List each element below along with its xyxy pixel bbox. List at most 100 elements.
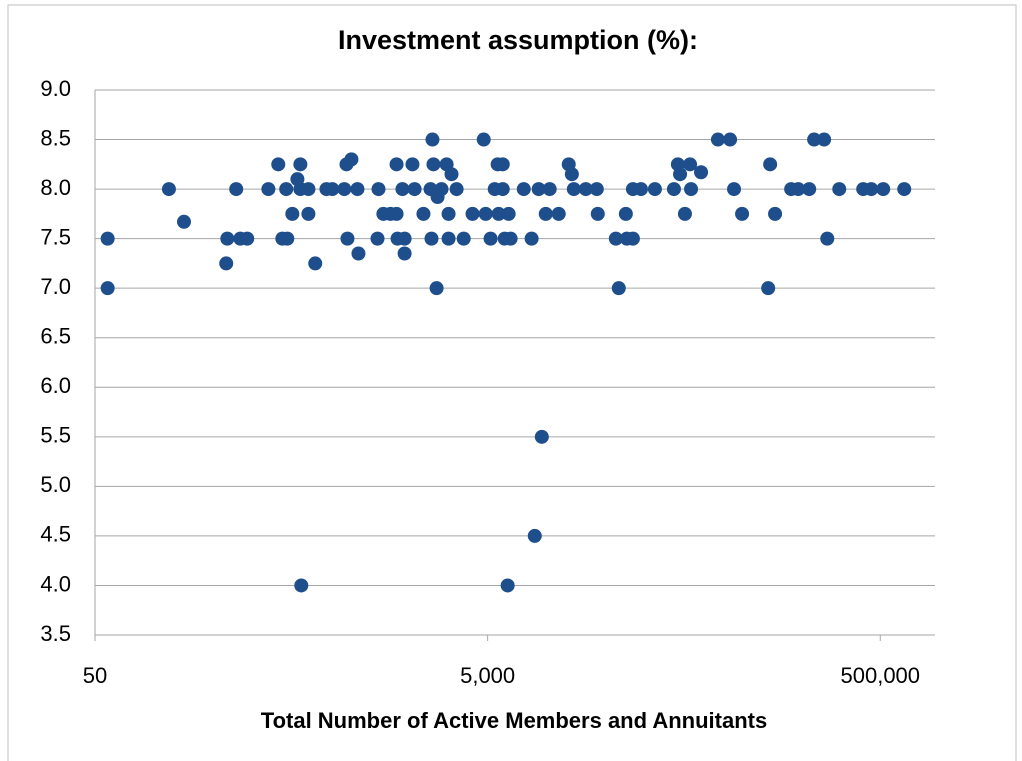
y-tick-label: 8.0: [40, 175, 71, 200]
data-point: [763, 157, 778, 172]
data-point: [301, 182, 316, 197]
data-point: [673, 167, 688, 182]
data-point: [503, 231, 518, 246]
data-point: [527, 528, 542, 543]
data-point: [500, 578, 515, 593]
data-point: [768, 206, 783, 221]
data-point: [416, 206, 431, 221]
y-tick-label: 4.5: [40, 522, 71, 547]
x-tick-label: 500,000: [841, 663, 921, 688]
data-point: [791, 182, 806, 197]
data-point: [534, 429, 549, 444]
data-point: [280, 231, 295, 246]
data-point: [807, 132, 822, 147]
data-point: [589, 182, 604, 197]
data-point: [832, 182, 847, 197]
data-point: [465, 206, 480, 221]
data-point: [293, 157, 308, 172]
data-point: [395, 182, 410, 197]
data-point: [516, 182, 531, 197]
y-tick-label: 3.5: [40, 621, 71, 646]
y-tick-label: 8.5: [40, 125, 71, 150]
y-tick-label: 7.5: [40, 224, 71, 249]
data-point: [735, 206, 750, 221]
data-point: [666, 182, 681, 197]
data-point: [524, 231, 539, 246]
data-point: [337, 182, 352, 197]
data-point: [531, 182, 546, 197]
data-point: [444, 167, 459, 182]
data-point: [608, 231, 623, 246]
data-point: [633, 182, 648, 197]
data-point: [308, 256, 323, 271]
data-point: [350, 182, 365, 197]
data-point: [625, 231, 640, 246]
data-point: [340, 231, 355, 246]
data-point: [429, 281, 444, 296]
data-point: [723, 132, 738, 147]
data-point: [405, 157, 420, 172]
data-point: [710, 132, 725, 147]
data-point: [501, 206, 516, 221]
data-point: [677, 206, 692, 221]
data-point: [761, 281, 776, 296]
data-point: [325, 182, 340, 197]
data-point: [817, 132, 832, 147]
data-point: [301, 206, 316, 221]
data-point: [864, 182, 879, 197]
y-tick-label: 5.5: [40, 423, 71, 448]
data-point: [551, 206, 566, 221]
data-point: [590, 206, 605, 221]
data-point: [564, 167, 579, 182]
data-point: [261, 182, 276, 197]
data-point: [802, 182, 817, 197]
x-tick-label: 50: [83, 663, 107, 688]
data-point: [456, 231, 471, 246]
y-tick-label: 7.0: [40, 274, 71, 299]
data-point: [426, 157, 441, 172]
data-point: [434, 182, 449, 197]
data-point: [371, 182, 386, 197]
y-tick-label: 6.5: [40, 324, 71, 349]
data-point: [176, 214, 191, 229]
data-point: [407, 182, 422, 197]
data-point: [389, 157, 404, 172]
data-point: [219, 256, 234, 271]
data-point: [727, 182, 742, 197]
data-point: [389, 206, 404, 221]
data-point: [220, 231, 235, 246]
data-point: [876, 182, 891, 197]
data-point: [694, 165, 709, 180]
data-point: [478, 206, 493, 221]
data-point: [285, 206, 300, 221]
y-tick-label: 6.0: [40, 373, 71, 398]
data-point: [351, 246, 366, 261]
y-tick-label: 4.0: [40, 571, 71, 596]
data-point: [100, 231, 115, 246]
data-point: [491, 206, 506, 221]
chart-frame: [7, 4, 1017, 761]
data-point: [425, 132, 440, 147]
data-point: [483, 231, 498, 246]
data-point: [229, 182, 244, 197]
chart-title: Investment assumption (%):: [338, 25, 698, 55]
data-point: [611, 281, 626, 296]
data-point: [566, 182, 581, 197]
data-point: [370, 231, 385, 246]
data-point: [279, 182, 294, 197]
x-tick-label: 5,000: [460, 663, 515, 688]
data-point: [538, 206, 553, 221]
data-point: [647, 182, 662, 197]
data-point: [495, 157, 510, 172]
data-point: [578, 182, 593, 197]
data-point: [441, 231, 456, 246]
x-axis-label: Total Number of Active Members and Annui…: [261, 708, 767, 733]
data-point: [424, 231, 439, 246]
data-point: [240, 231, 255, 246]
data-point: [397, 246, 412, 261]
data-point: [684, 182, 699, 197]
data-point: [476, 132, 491, 147]
data-point: [449, 182, 464, 197]
y-tick-label: 9.0: [40, 76, 71, 101]
